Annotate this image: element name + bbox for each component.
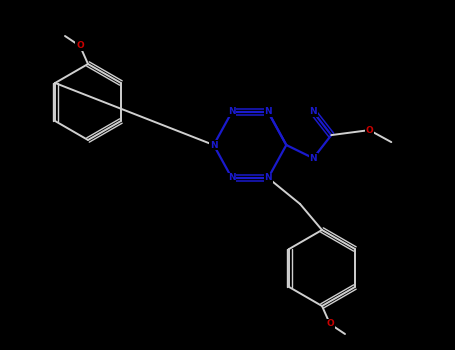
Text: O: O: [76, 42, 84, 50]
Text: N: N: [309, 154, 317, 163]
Text: N: N: [264, 174, 272, 182]
Text: N: N: [228, 107, 236, 117]
Text: O: O: [365, 126, 373, 135]
Text: N: N: [228, 174, 236, 182]
Text: N: N: [264, 107, 272, 117]
Text: N: N: [309, 107, 317, 117]
Text: O: O: [326, 320, 334, 329]
Text: N: N: [210, 140, 217, 149]
